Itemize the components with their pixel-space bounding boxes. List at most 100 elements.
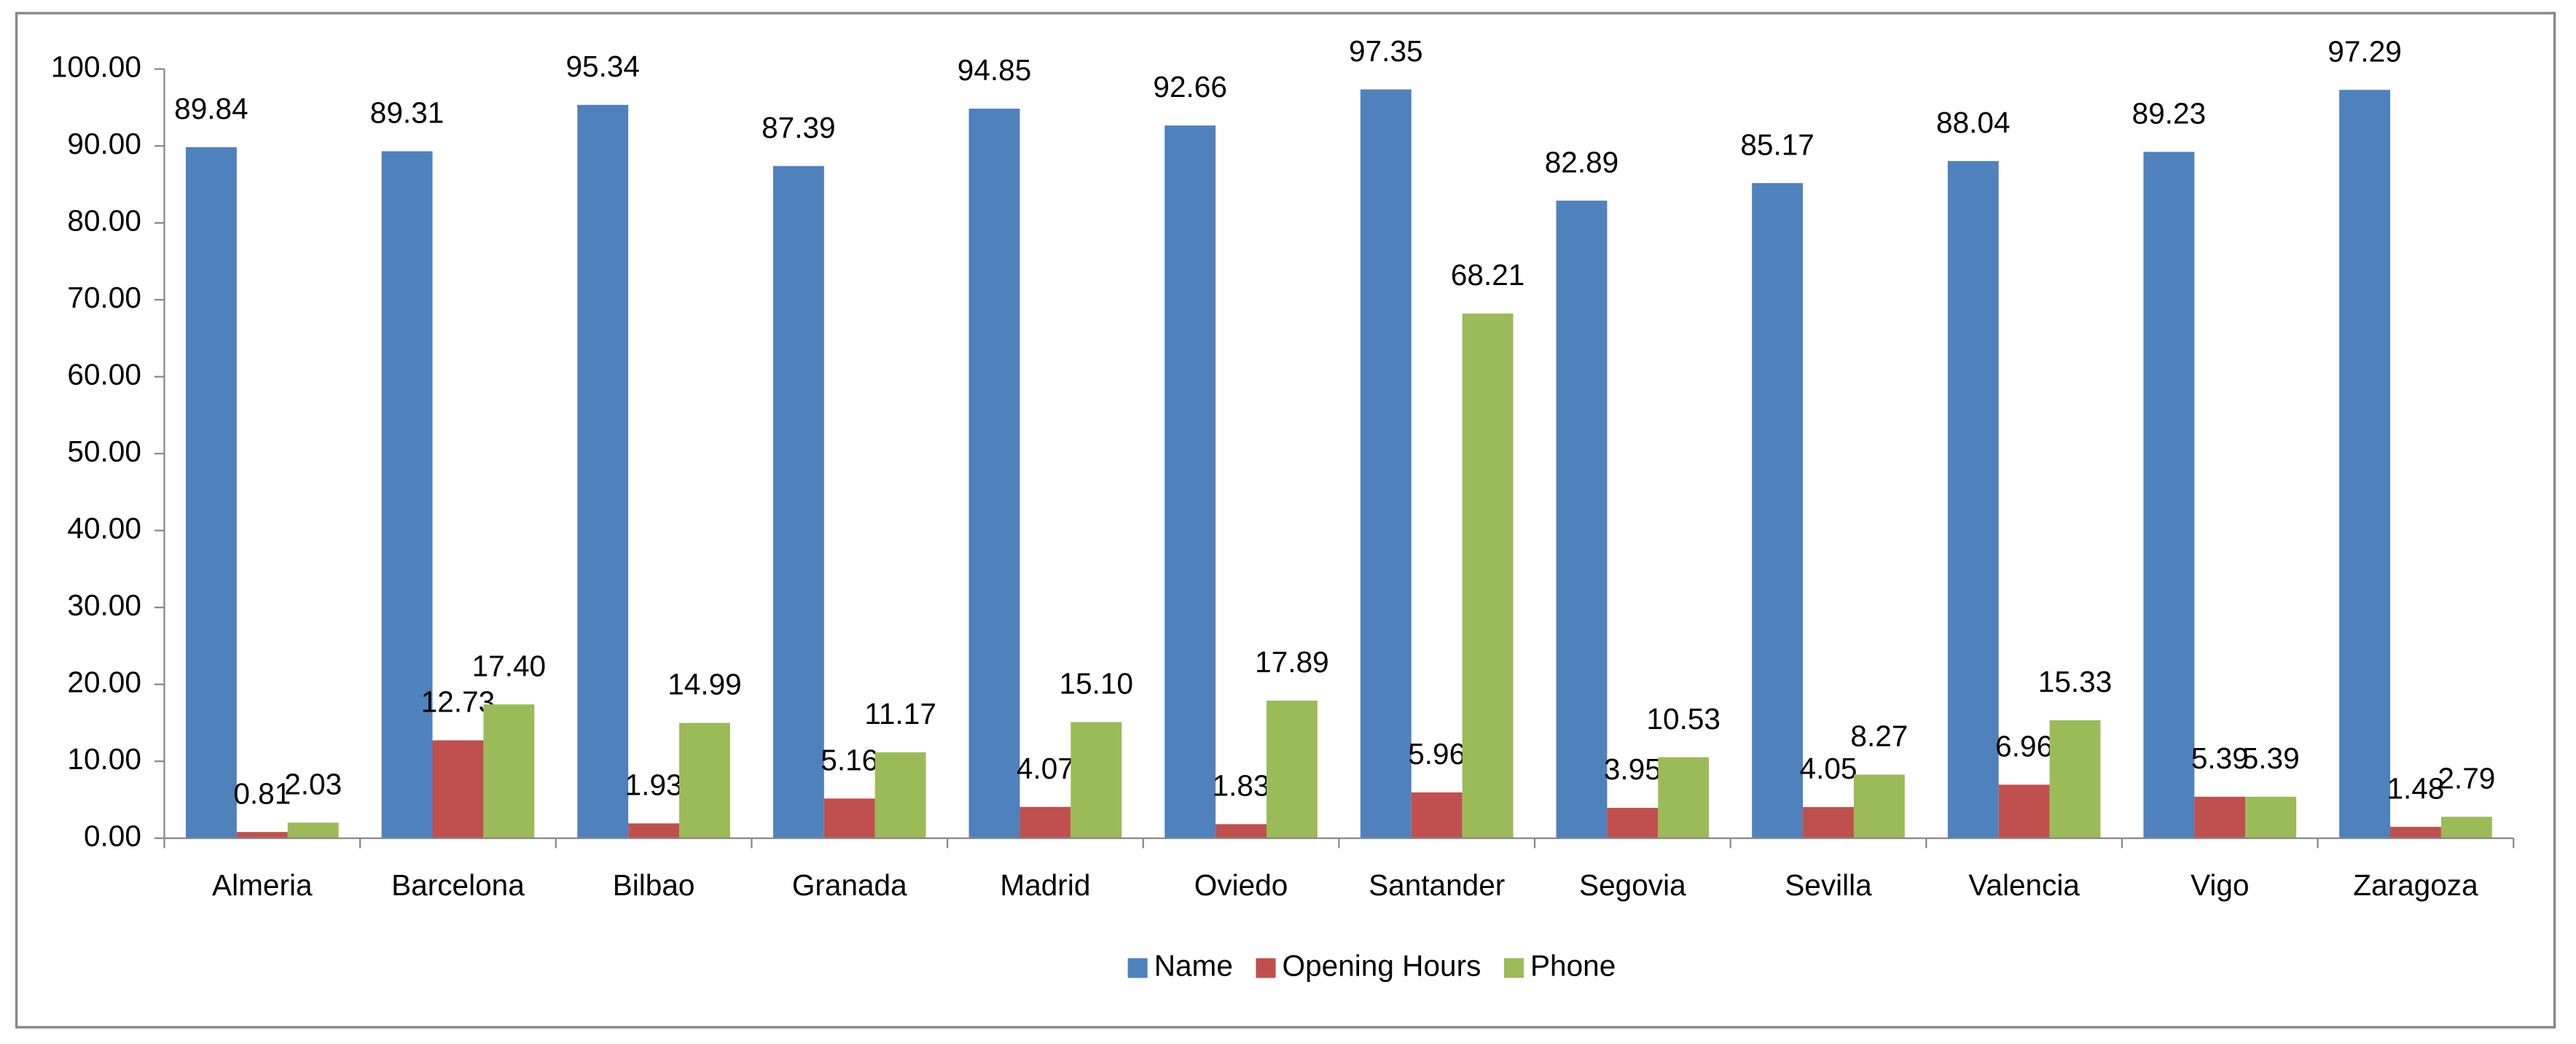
y-tick-label: 40.00 [67,511,141,545]
legend-swatch [1256,958,1276,978]
y-tick-label: 70.00 [67,281,141,314]
data-label: 5.16 [821,743,878,776]
data-label: 6.96 [1995,729,2053,763]
data-label: 4.05 [1800,752,1857,785]
bar [1658,757,1710,838]
data-label: 89.84 [174,92,248,125]
bar [1164,125,1216,838]
data-label: 2.03 [284,767,342,800]
data-label: 88.04 [1936,106,2011,139]
bar [628,823,680,838]
data-label: 87.39 [762,111,836,144]
data-label: 5.39 [2191,741,2249,775]
y-tick-label: 0.00 [84,819,141,852]
bar [483,704,535,838]
legend-label: Name [1154,949,1233,983]
data-label: 1.83 [1213,769,1270,803]
data-label: 3.95 [1604,752,1661,786]
y-tick-label: 60.00 [67,357,141,391]
bar [1556,200,1608,838]
x-tick-label: Oviedo [1194,868,1288,902]
bar [823,798,875,838]
bar [1947,160,1999,838]
legend-label: Opening Hours [1283,949,1481,983]
bar [2194,796,2246,838]
data-label: 4.07 [1017,752,1074,785]
data-label: 0.81 [233,776,291,810]
bar [2390,827,2441,838]
data-label: 11.17 [864,697,936,731]
data-label: 5.96 [1408,737,1465,771]
data-label: 85.17 [1740,128,1814,161]
x-tick-label: Zaragoza [2353,868,2478,902]
data-label: 92.66 [1153,70,1227,104]
data-label: 97.29 [2328,34,2402,68]
x-tick-label: Valencia [1968,868,2080,902]
x-tick-label: Bilbao [613,868,695,902]
data-label: 89.31 [370,96,445,130]
x-tick-label: Sevilla [1785,868,1872,902]
data-label: 2.79 [2438,761,2495,795]
bar [287,822,339,838]
data-label: 15.33 [2038,665,2113,698]
bar [1853,774,1905,838]
data-label: 14.99 [668,668,742,701]
data-label: 15.10 [1060,667,1134,701]
data-label: 1.93 [625,768,683,802]
data-label: 8.27 [1850,720,1908,753]
data-label: 89.23 [2132,96,2207,130]
y-tick-label: 10.00 [67,742,141,776]
bar [2049,720,2101,838]
bar [1019,806,1071,838]
bar [2143,152,2195,838]
bar [1752,183,1804,838]
bar [2440,817,2492,838]
data-label: 97.35 [1349,34,1423,68]
bar [236,832,288,838]
data-label: 5.39 [2242,741,2300,775]
bar [1607,808,1659,838]
bar [577,104,629,838]
y-tick-label: 80.00 [67,203,141,237]
bar [1998,784,2050,838]
x-tick-label: Vigo [2191,868,2249,902]
data-label: 12.73 [421,685,496,719]
x-tick-label: Madrid [1000,868,1090,902]
legend-swatch [1127,958,1148,978]
bar [772,165,824,838]
x-tick-label: Segovia [1579,868,1686,902]
bar [2245,796,2297,838]
x-tick-label: Santander [1369,868,1505,902]
data-label: 95.34 [565,50,640,83]
chart-frame [15,12,2556,1029]
x-tick-label: Granada [792,868,907,902]
x-tick-label: Barcelona [391,868,525,902]
data-label: 10.53 [1646,702,1720,736]
bar [679,722,730,838]
legend-label: Phone [1530,949,1616,983]
bar [968,109,1020,838]
bar [1215,824,1267,838]
y-tick-label: 30.00 [67,588,141,622]
data-label: 17.40 [472,649,547,682]
bar [874,752,926,838]
bar [1462,313,1514,838]
y-tick-label: 90.00 [67,127,141,160]
bar [432,740,484,838]
bar [1267,700,1318,838]
bar [1360,89,1412,838]
y-tick-label: 50.00 [67,435,141,468]
data-label: 82.89 [1545,145,1619,179]
bar [2339,90,2391,838]
data-label: 17.89 [1255,645,1329,679]
bar [185,147,237,838]
x-tick-label: Almeria [212,868,313,902]
legend-swatch [1503,958,1524,978]
bar [1803,807,1854,838]
y-tick-label: 20.00 [67,665,141,698]
bar [1070,722,1122,838]
bar [1411,792,1463,838]
data-label: 1.48 [2387,771,2444,805]
